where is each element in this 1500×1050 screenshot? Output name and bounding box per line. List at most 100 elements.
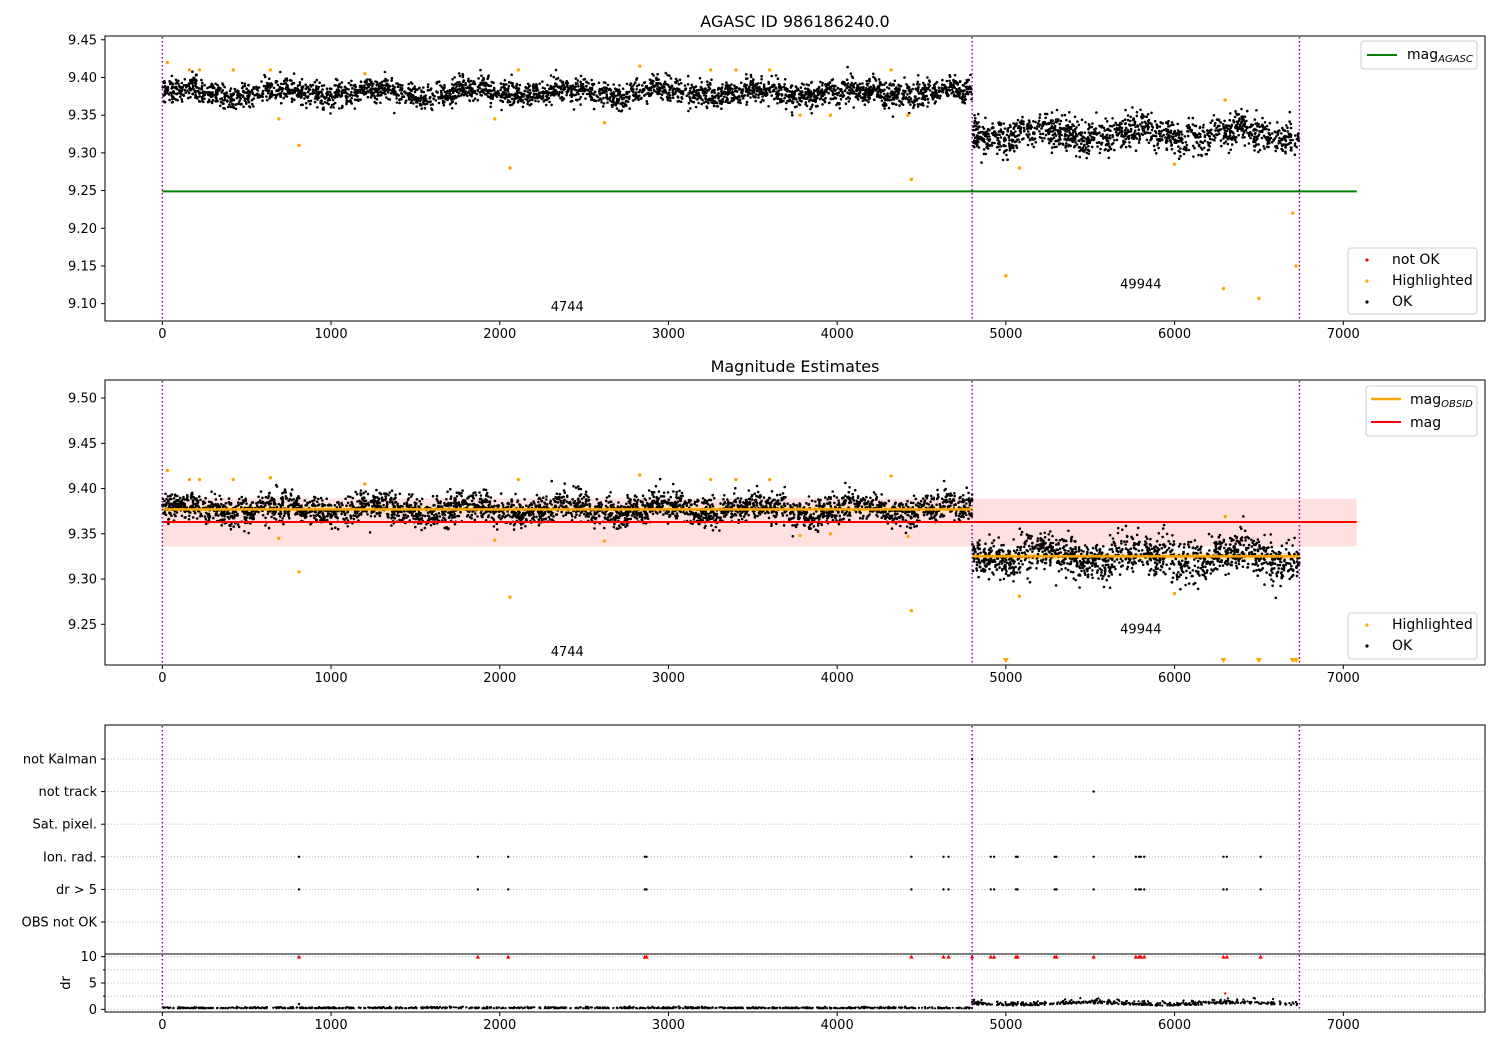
- ok-point: [993, 130, 997, 133]
- ok-point: [850, 75, 854, 78]
- ok-point: [796, 87, 800, 91]
- ok-point: [1096, 145, 1099, 148]
- ok-point: [887, 499, 891, 503]
- ok-point: [276, 83, 280, 87]
- ok-point: [1289, 149, 1292, 152]
- ok-point: [708, 81, 712, 85]
- ok-point: [912, 104, 916, 108]
- ok-point: [1196, 141, 1199, 145]
- ok-point: [1249, 136, 1252, 140]
- ok-point: [926, 97, 930, 101]
- ok-point: [631, 99, 635, 102]
- highlighted-point: [638, 64, 642, 68]
- ok-point: [1219, 121, 1222, 124]
- ok-point: [1253, 145, 1257, 148]
- ok-point: [367, 85, 371, 89]
- ok-point: [891, 96, 895, 100]
- ok-point: [1047, 128, 1050, 132]
- ok-point: [161, 85, 165, 89]
- ok-point: [760, 77, 763, 81]
- ok-point: [482, 76, 485, 80]
- ok-point: [1145, 138, 1149, 142]
- ok-point: [261, 95, 264, 98]
- ok-point: [811, 103, 814, 107]
- ok-point: [576, 79, 580, 82]
- ok-point: [208, 90, 211, 94]
- ok-point: [1258, 148, 1262, 152]
- ok-point: [931, 91, 934, 94]
- ok-point: [1032, 145, 1036, 149]
- ok-point: [306, 90, 310, 94]
- ok-point: [755, 82, 759, 86]
- ok-point: [849, 72, 853, 75]
- ok-point: [664, 71, 668, 75]
- ok-point: [561, 98, 565, 101]
- ok-point: [1197, 132, 1201, 135]
- ok-point: [390, 524, 393, 527]
- y-tick-label: 9.25: [68, 618, 97, 633]
- ok-point: [610, 100, 614, 103]
- ok-point: [464, 81, 468, 85]
- ok-point: [974, 124, 977, 128]
- x-tick-label: 0: [158, 327, 166, 342]
- ok-point: [698, 94, 702, 98]
- ok-point: [1015, 146, 1019, 149]
- ok-point: [408, 88, 412, 91]
- ok-point: [751, 81, 755, 84]
- ok-point: [379, 94, 382, 97]
- ok-point: [757, 93, 760, 96]
- ok-point: [1124, 122, 1127, 125]
- ok-point: [683, 84, 687, 87]
- ok-point: [953, 494, 956, 498]
- ok-point: [638, 88, 642, 92]
- ok-point: [646, 102, 649, 105]
- ok-point: [434, 99, 438, 102]
- ok-point: [316, 90, 320, 94]
- ok-point: [666, 73, 669, 77]
- ok-point: [1129, 130, 1133, 133]
- legend-agasc-line[interactable]: magAGASC: [1360, 40, 1478, 70]
- legend-agasc-points[interactable]: not OK Highlighted OK: [1347, 247, 1478, 315]
- ok-point: [383, 70, 387, 74]
- ok-point: [440, 91, 443, 94]
- y-tick-label: 9.50: [68, 392, 97, 407]
- ok-point: [1003, 149, 1007, 153]
- ok-point: [569, 93, 572, 97]
- ok-point: [1259, 130, 1262, 133]
- ok-point: [886, 92, 889, 95]
- ok-point: [996, 152, 999, 156]
- ok-point: [1117, 132, 1120, 136]
- ok-point: [617, 109, 621, 112]
- ok-point: [695, 91, 698, 95]
- ok-point: [783, 78, 787, 81]
- ok-point: [976, 122, 979, 125]
- ok-point: [635, 77, 639, 80]
- ok-point: [746, 93, 749, 97]
- ok-point: [353, 107, 357, 110]
- ok-point: [515, 87, 519, 90]
- ok-point: [234, 107, 238, 111]
- ok-point: [526, 102, 529, 106]
- ok-point: [854, 81, 857, 85]
- ok-point: [1169, 139, 1172, 142]
- ok-point: [411, 87, 415, 90]
- ok-point: [446, 89, 449, 93]
- ok-point: [339, 95, 342, 98]
- ok-point: [1080, 142, 1083, 145]
- ok-point: [320, 84, 324, 88]
- ok-point: [702, 101, 706, 104]
- ok-point: [805, 83, 808, 86]
- ok-point: [1121, 119, 1125, 123]
- ok-point: [655, 78, 659, 82]
- panel-magnitude-plot-area: [161, 381, 1357, 664]
- legend-highlighted-label: Highlighted: [1392, 273, 1473, 289]
- ok-point: [574, 82, 578, 85]
- ok-point: [738, 95, 741, 99]
- x-tick-label: 4000: [821, 671, 854, 686]
- ok-point: [788, 90, 791, 93]
- ok-point: [645, 85, 649, 88]
- ok-point: [1240, 107, 1243, 111]
- ok-point: [683, 88, 687, 91]
- ok-point: [1002, 122, 1005, 125]
- ok-point: [309, 99, 313, 103]
